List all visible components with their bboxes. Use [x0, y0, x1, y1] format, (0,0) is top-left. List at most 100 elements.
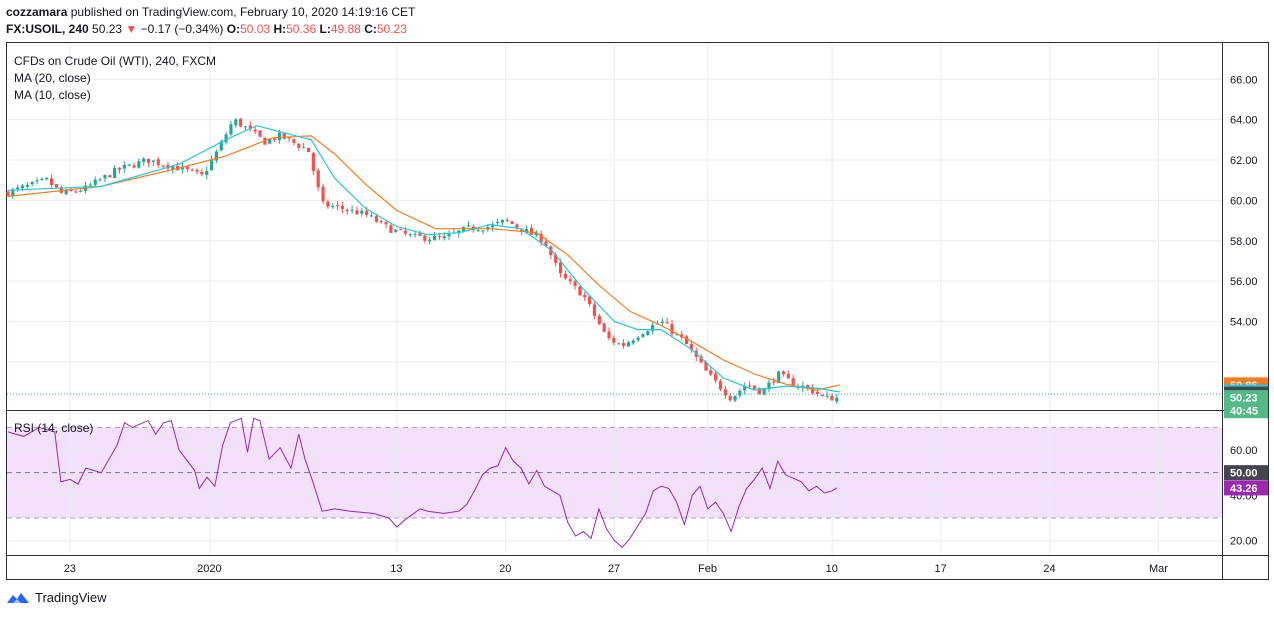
tradingview-brand[interactable]: TradingView [6, 590, 107, 605]
candle [428, 239, 432, 242]
open-label: O: [226, 22, 241, 36]
candle [423, 235, 427, 241]
candle [69, 189, 73, 191]
candle [258, 130, 262, 137]
candle [767, 382, 771, 390]
candle [578, 286, 582, 296]
candle [752, 385, 757, 389]
candle [171, 166, 175, 170]
candle [728, 395, 732, 401]
candle [723, 389, 727, 396]
candle [64, 190, 68, 194]
time-axis-label: 17 [935, 563, 947, 575]
candle [573, 281, 577, 286]
candle [413, 233, 417, 235]
time-axis-label: Feb [698, 563, 717, 575]
candle [810, 387, 815, 393]
candle [282, 132, 286, 139]
price-axis-label: 60.00 [1230, 195, 1258, 207]
candle [200, 171, 204, 175]
candle [747, 385, 752, 387]
candle [777, 371, 781, 384]
candle [505, 219, 509, 221]
candle [442, 236, 446, 239]
candle [651, 325, 655, 331]
candle [272, 138, 277, 141]
candle [185, 166, 189, 170]
candle [243, 126, 248, 128]
candle [704, 362, 708, 371]
candle [525, 228, 529, 233]
legend-symbol-title[interactable]: CFDs on Crude Oil (WTI), 240, FXCM [14, 54, 217, 68]
high-label: H: [273, 22, 287, 36]
candle [205, 170, 209, 175]
last-price: 50.23 [92, 22, 123, 36]
candle [534, 233, 538, 236]
candle [636, 337, 640, 341]
candle [379, 220, 383, 222]
candle [277, 132, 282, 141]
candle [88, 184, 92, 186]
down-arrow-icon: ▼ [125, 22, 138, 36]
candle [180, 166, 185, 170]
time-axis-label: Mar [1149, 563, 1168, 575]
price-axis-label: 54.00 [1230, 317, 1258, 329]
brand-name: TradingView [35, 590, 107, 605]
candle [326, 201, 330, 207]
price-tag-badge [1224, 403, 1268, 419]
candle [529, 227, 534, 235]
candle [394, 229, 398, 232]
candle [350, 209, 354, 211]
candle [6, 191, 10, 196]
candle [355, 210, 359, 215]
candle [384, 222, 388, 225]
candle [137, 161, 141, 168]
candle [539, 233, 543, 243]
candle [45, 177, 49, 180]
candle [660, 321, 664, 323]
candle [588, 296, 592, 305]
candle [287, 137, 291, 139]
price-axis-label: 58.00 [1230, 236, 1258, 248]
time-axis-label: 13 [390, 563, 402, 575]
candle [806, 385, 810, 388]
low-value: 49.88 [330, 22, 361, 36]
candle [331, 206, 335, 208]
symbol-label: FX:USOIL, 240 [6, 22, 89, 36]
candle [11, 189, 15, 196]
candle [520, 228, 524, 232]
candle [510, 221, 514, 224]
candle [98, 179, 102, 181]
time-axis-label: 20 [499, 563, 511, 575]
candle [457, 230, 461, 234]
candle [738, 390, 742, 396]
tradingview-logo-icon [7, 592, 29, 603]
legend-ma10[interactable]: MA (10, close) [14, 88, 91, 102]
rsi-tag: 50.00 [1230, 468, 1258, 480]
candle [146, 158, 151, 163]
price-tag: 40:45 [1230, 406, 1258, 418]
candle [113, 167, 117, 178]
candle [825, 395, 829, 397]
candle [699, 356, 703, 363]
candle [592, 304, 597, 316]
candle [219, 141, 223, 151]
rsi-tag-badge [1224, 480, 1268, 496]
legend-rsi[interactable]: RSI (14, close) [14, 421, 94, 435]
price-tag-badge [1224, 390, 1268, 406]
legend-ma20[interactable]: MA (20, close) [14, 71, 91, 85]
ma20-line [7, 135, 841, 391]
publisher-name[interactable]: cozzamara [6, 5, 68, 19]
candle [79, 190, 83, 192]
candle [108, 175, 112, 178]
candle [815, 391, 820, 394]
candle [292, 139, 296, 143]
candle [132, 165, 136, 168]
candle [733, 395, 737, 401]
candle [772, 381, 776, 383]
candle [418, 233, 422, 236]
time-axis-label: 24 [1043, 563, 1055, 575]
candle [641, 334, 645, 337]
ma10-line [7, 125, 840, 393]
